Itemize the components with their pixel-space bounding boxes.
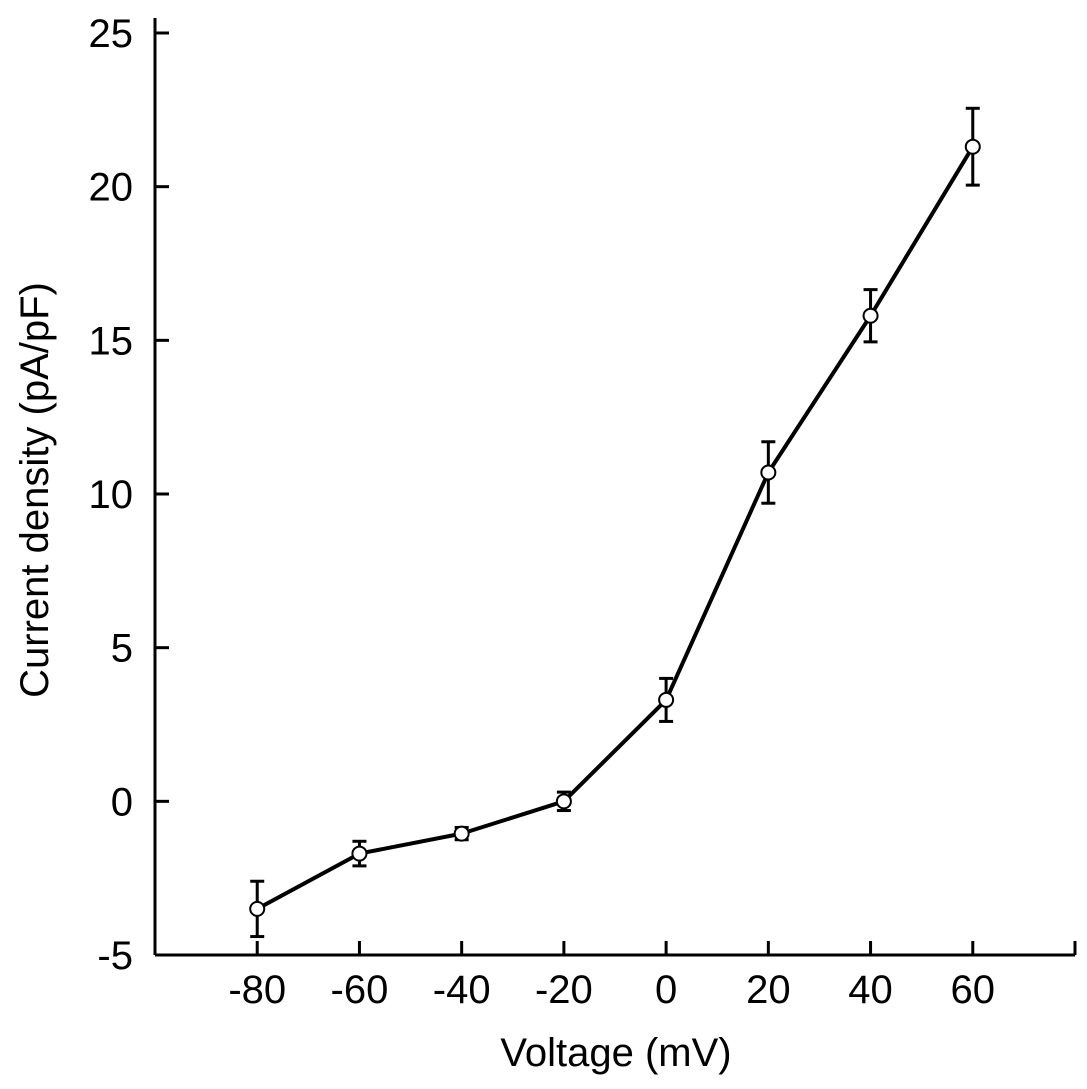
x-tick-label: -40 [433, 968, 491, 1012]
x-tick-label: 20 [746, 968, 791, 1012]
data-point [453, 825, 470, 842]
x-tick-label: -60 [331, 968, 389, 1012]
x-tick-label: 0 [655, 968, 677, 1012]
error-bars [250, 106, 980, 939]
series-line-layer [256, 145, 975, 911]
axes [153, 18, 1077, 957]
x-tick-label: -20 [535, 968, 593, 1012]
y-tick-label: -5 [97, 934, 133, 978]
tick-labels: -5 0 5 10 15 20 25 -80 -60 -40 -20 0 20 40 60 [89, 12, 996, 1012]
data-point [760, 464, 777, 481]
data-point [658, 691, 675, 708]
data-markers [249, 138, 981, 917]
x-tick-label: 40 [848, 968, 893, 1012]
x-axis-title: Voltage (mV) [500, 1031, 731, 1075]
data-point [964, 138, 981, 155]
y-tick-label: 15 [89, 319, 134, 363]
y-tick-label: 0 [111, 780, 133, 824]
x-tick-label: 60 [951, 968, 996, 1012]
y-axis-title: Current density (pA/pF) [13, 282, 57, 698]
y-tick-label: 5 [111, 627, 133, 671]
x-tick-label: -80 [228, 968, 286, 1012]
data-point [555, 793, 572, 810]
y-tick-label: 25 [89, 12, 134, 56]
data-point [351, 845, 368, 862]
data-point [249, 900, 266, 917]
data-point [862, 307, 879, 324]
y-tick-label: 10 [89, 473, 134, 517]
series-line [256, 145, 975, 911]
y-tick-label: 20 [89, 166, 134, 210]
